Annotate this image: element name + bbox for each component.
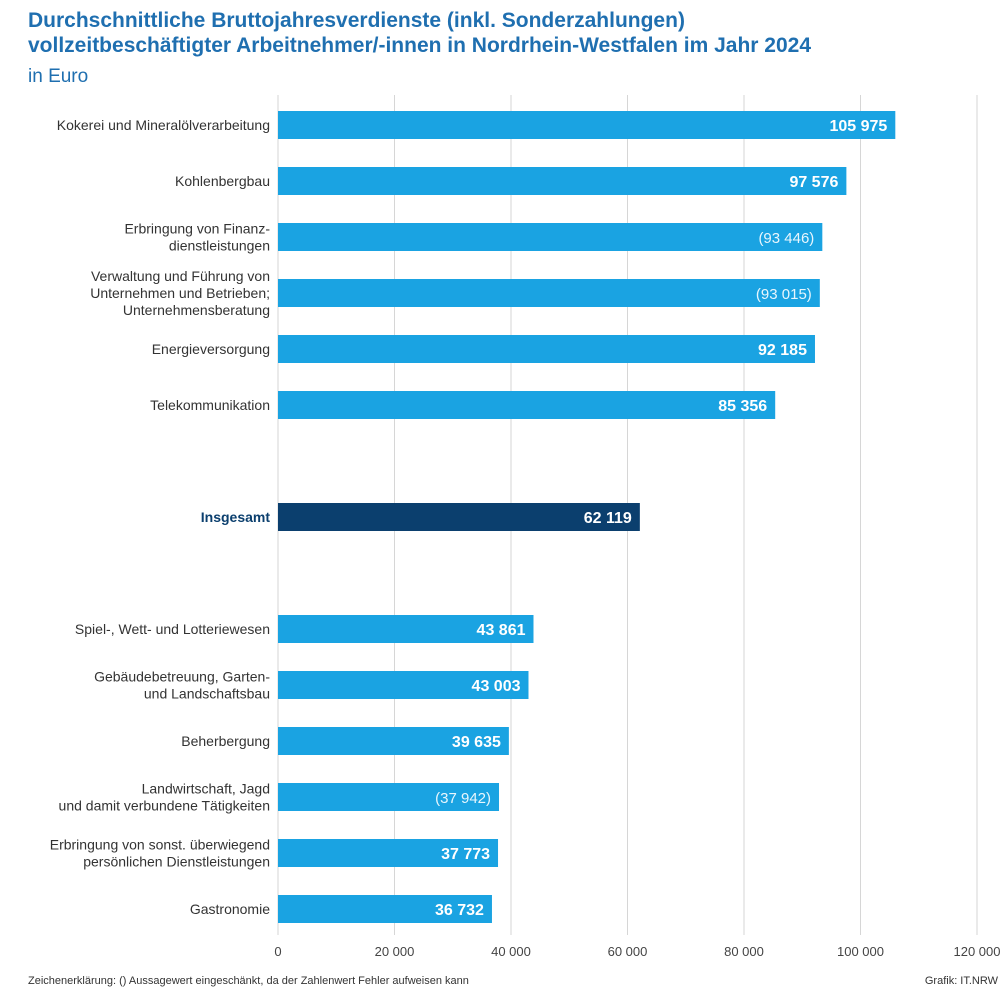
bar-value-label: 43 861 (477, 622, 526, 639)
bar (278, 391, 776, 419)
category-label: Gebäudebetreuung, Garten- (94, 669, 270, 685)
x-tick-label: 20 000 (375, 944, 415, 959)
bar (278, 111, 896, 139)
bar (278, 727, 509, 755)
x-tick-label: 80 000 (724, 944, 764, 959)
bar-total (278, 503, 640, 531)
category-label: persönlichen Dienstleistungen (83, 854, 270, 870)
bar-value-label: 85 356 (718, 398, 767, 415)
category-label: Beherbergung (181, 733, 270, 749)
category-label: Unternehmen und Betrieben; (90, 285, 270, 301)
category-label: Erbringung von sonst. überwiegend (50, 837, 270, 853)
category-label: und Landschaftsbau (144, 686, 270, 702)
bar (278, 223, 823, 251)
category-label: Kohlenbergbau (175, 173, 270, 189)
category-label: Telekommunikation (150, 397, 270, 413)
bar-value-label: (93 015) (756, 286, 812, 303)
bar-value-label: 62 119 (584, 510, 632, 527)
bar (278, 783, 500, 811)
legend-note: Zeichenerklärung: () Aussagewert eingesc… (28, 975, 469, 987)
bar-value-label: 97 576 (789, 174, 838, 191)
bar-value-label: 43 003 (472, 678, 521, 695)
chart-title-line-2: vollzeitbeschäftigter Arbeitnehmer/-inne… (28, 34, 812, 57)
chart-title-line-1: Durchschnittliche Bruttojahresverdienste… (28, 9, 685, 32)
bar-value-label: 37 773 (441, 846, 490, 863)
bar-value-label: 39 635 (452, 734, 501, 751)
category-label: Gastronomie (190, 901, 270, 917)
bar-value-label: 105 975 (829, 118, 887, 135)
category-label: Unternehmensberatung (123, 302, 270, 318)
bar (278, 839, 499, 867)
category-label: Insgesamt (201, 509, 271, 525)
bar (278, 895, 492, 923)
bar-value-label: 36 732 (435, 902, 484, 919)
chart-unit: in Euro (28, 66, 89, 87)
category-label: Erbringung von Finanz- (124, 221, 270, 237)
bar-value-label: (93 446) (758, 230, 814, 247)
x-tick-label: 40 000 (491, 944, 531, 959)
bar (278, 671, 529, 699)
bar (278, 615, 534, 643)
source-credit: Grafik: IT.NRW (924, 975, 998, 987)
bar (278, 167, 847, 195)
category-label: Energieversorgung (152, 341, 270, 357)
category-label: Spiel-, Wett- und Lotteriewesen (75, 621, 270, 637)
category-label: dienstleistungen (169, 238, 270, 254)
bar (278, 335, 815, 363)
category-label: Verwaltung und Führung von (91, 268, 270, 284)
x-tick-label: 60 000 (608, 944, 648, 959)
category-label: und damit verbundene Tätigkeiten (59, 798, 270, 814)
category-label: Landwirtschaft, Jagd (142, 781, 270, 797)
chart-title: Durchschnittliche Bruttojahresverdienste… (28, 8, 811, 58)
x-tick-label: 0 (274, 944, 281, 959)
bar-value-label: 92 185 (758, 342, 807, 359)
x-tick-label: 100 000 (837, 944, 884, 959)
bar-value-label: (37 942) (435, 790, 491, 807)
bar (278, 279, 820, 307)
category-label: Kokerei und Mineralölverarbeitung (57, 117, 270, 133)
x-tick-label: 120 000 (954, 944, 1000, 959)
